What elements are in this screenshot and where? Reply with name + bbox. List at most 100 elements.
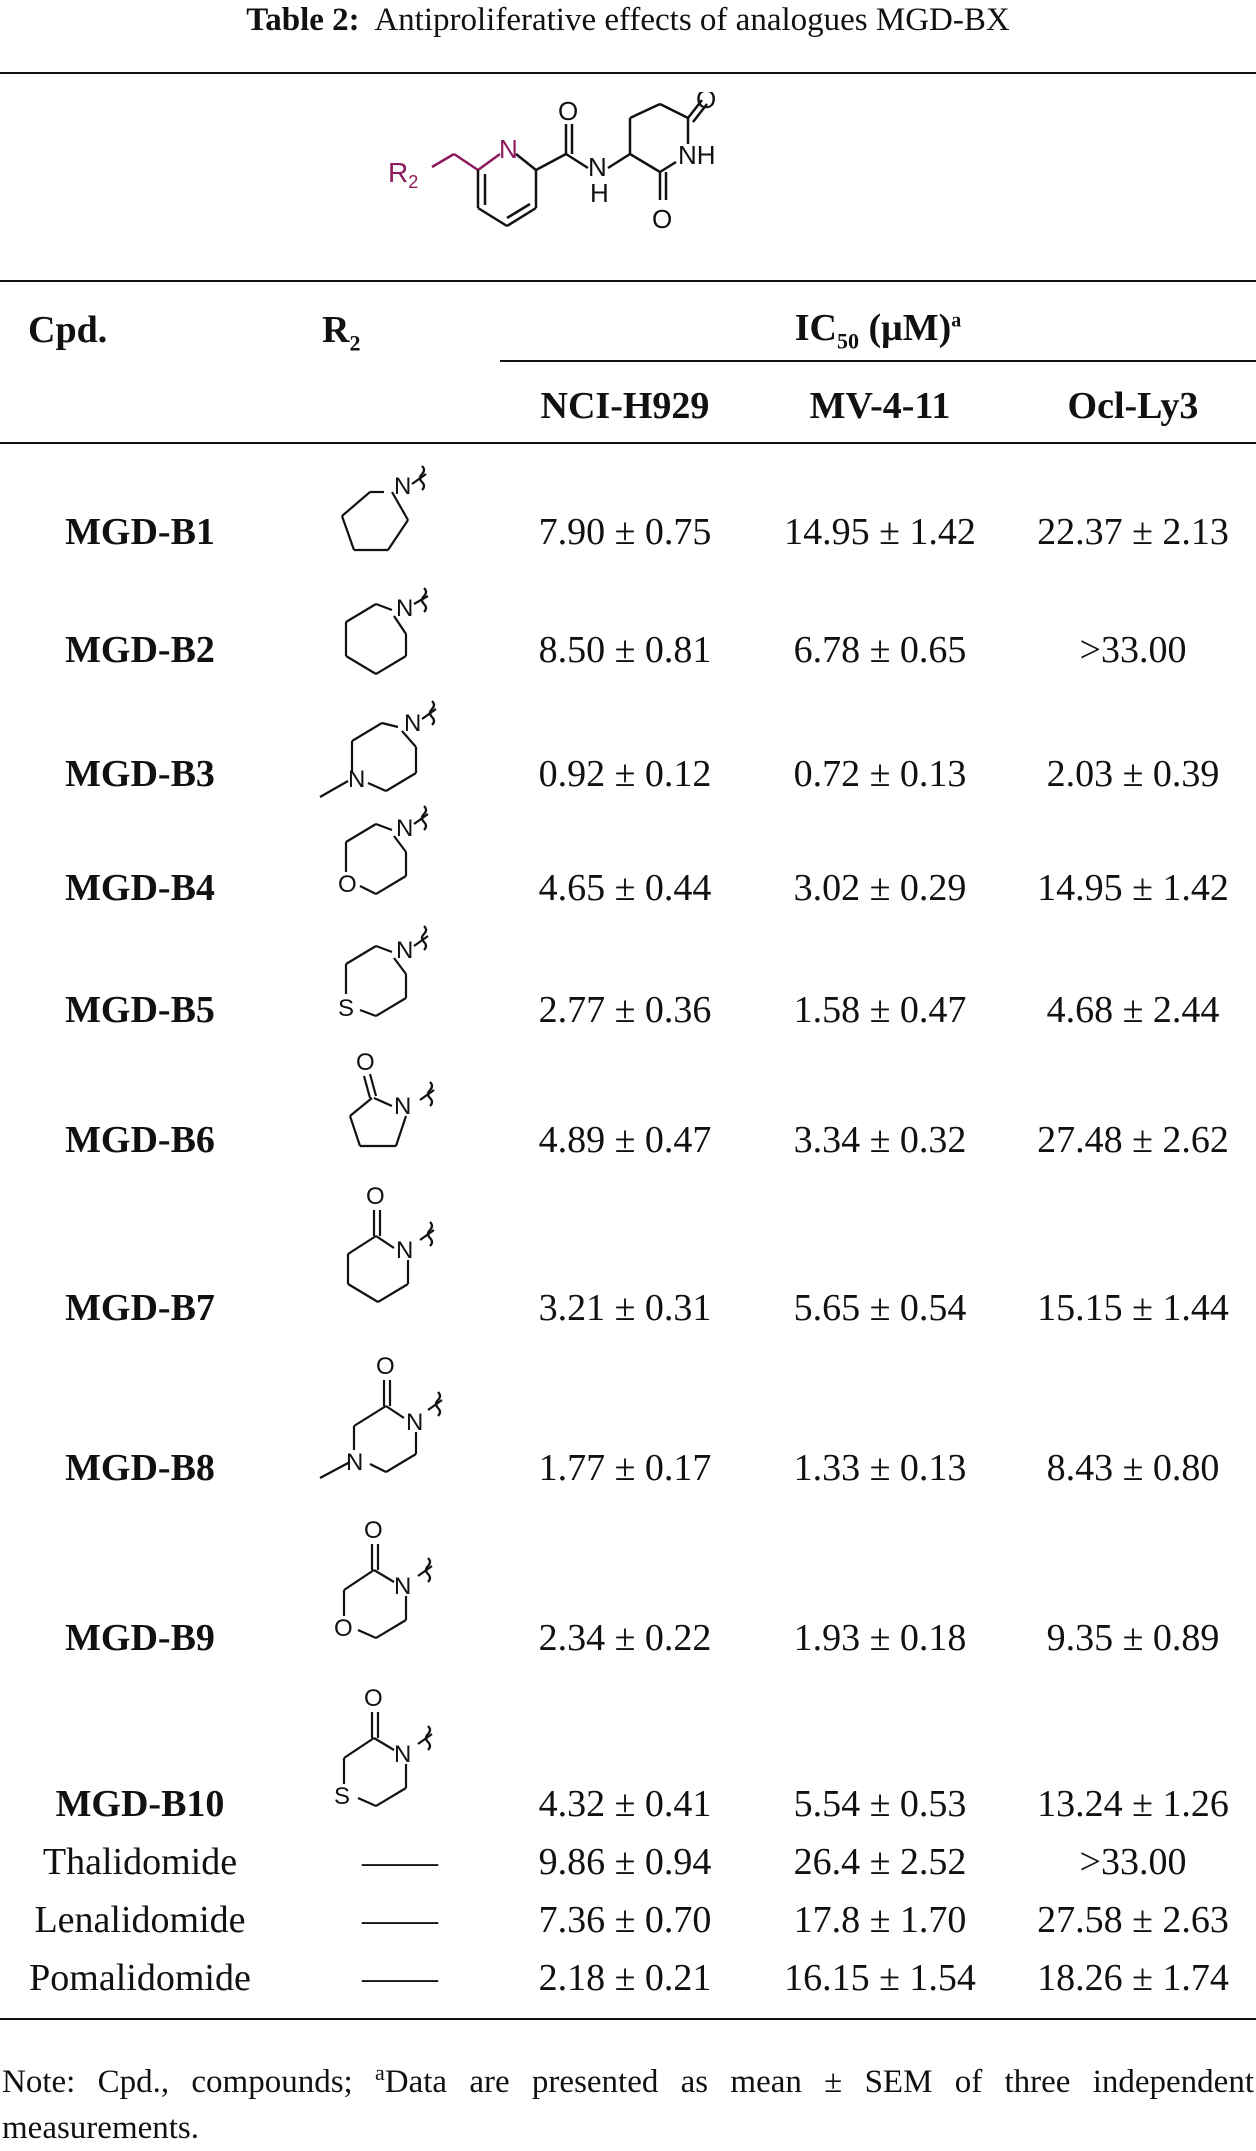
svg-text:O: O [364, 1685, 383, 1712]
row-ic50-value: 3.21 ± 0.31 [538, 1287, 712, 1329]
svg-text:O: O [376, 1353, 395, 1380]
row-ic50-value: 1.33 ± 0.13 [793, 1447, 967, 1489]
row-r2-dash: —— [362, 1957, 438, 1999]
ic50-underline [500, 360, 1256, 362]
caption-label: Table 2: [246, 2, 360, 38]
svg-text:N: N [394, 1093, 411, 1120]
row-compound-name: MGD-B2 [65, 629, 215, 671]
row-ic50-value: 8.43 ± 0.80 [1046, 1447, 1220, 1489]
r2-structure-mgd-b2: N [344, 587, 429, 675]
row-compound-name: Thalidomide [42, 1841, 238, 1883]
r2-structure-mgd-b7: O N [346, 1183, 435, 1303]
caption-text: Antiproliferative effects of analogues M… [374, 2, 1010, 38]
table-caption: Table 2: Antiproliferative effects of an… [0, 2, 1256, 39]
row-ic50-value: 1.93 ± 0.18 [793, 1617, 967, 1659]
r2-structure-mgd-b5: N S [338, 925, 429, 1022]
scaffold-amide-o: O [558, 96, 578, 126]
row-ic50-value: 4.68 ± 2.44 [1046, 989, 1220, 1031]
scaffold-rule [0, 280, 1256, 282]
svg-text:N: N [404, 710, 421, 737]
header-col-nci-h929: NCI-H929 [540, 385, 710, 427]
header-r2: R2 [322, 309, 361, 356]
svg-text:O: O [338, 871, 357, 898]
r2-structure-mgd-b8: O N N [319, 1353, 443, 1479]
row-ic50-value: 9.35 ± 0.89 [1046, 1617, 1220, 1659]
row-compound-name: MGD-B7 [65, 1287, 215, 1329]
r2-structure-mgd-b10: O N S [334, 1685, 433, 1810]
scaffold-imide-o-top: O [696, 92, 716, 114]
row-ic50-value: 2.34 ± 0.22 [538, 1617, 712, 1659]
row-ic50-value: 7.90 ± 0.75 [538, 511, 712, 553]
row-ic50-value: 5.54 ± 0.53 [793, 1783, 967, 1825]
svg-text:O: O [366, 1183, 385, 1210]
row-compound-name: MGD-B6 [65, 1119, 215, 1161]
row-ic50-value: 14.95 ± 1.42 [1037, 867, 1229, 909]
row-ic50-value: 1.77 ± 0.17 [538, 1447, 712, 1489]
row-ic50-value: 26.4 ± 2.52 [793, 1841, 967, 1883]
scaffold-amide-h: H [590, 178, 609, 208]
svg-text:N: N [394, 1741, 411, 1768]
scaffold-pyridine-n: N [499, 134, 518, 164]
header-col-ocl-ly3: Ocl-Ly3 [1067, 385, 1199, 427]
header-rule [0, 442, 1256, 444]
svg-text:N: N [406, 1409, 423, 1436]
scaffold-r2-label: R2 [388, 157, 418, 192]
svg-text:S: S [338, 995, 354, 1022]
row-ic50-value: 27.48 ± 2.62 [1037, 1119, 1229, 1161]
row-ic50-value: 3.34 ± 0.32 [793, 1119, 967, 1161]
row-ic50-value: 4.89 ± 0.47 [538, 1119, 712, 1161]
scaffold-structure: R2 N O N H O NH O [388, 92, 716, 234]
row-ic50-value: 4.32 ± 0.41 [538, 1783, 712, 1825]
row-ic50-value: 7.36 ± 0.70 [538, 1899, 712, 1941]
row-ic50-value: 4.65 ± 0.44 [538, 867, 712, 909]
row-ic50-value: 5.65 ± 0.54 [793, 1287, 967, 1329]
row-ic50-value: 2.77 ± 0.36 [538, 989, 712, 1031]
svg-text:S: S [334, 1783, 350, 1810]
row-ic50-value: 3.02 ± 0.29 [793, 867, 967, 909]
row-compound-name: MGD-B5 [65, 989, 215, 1031]
row-ic50-value: 16.15 ± 1.54 [784, 1957, 976, 1999]
row-ic50-value: 2.03 ± 0.39 [1046, 753, 1220, 795]
svg-text:N: N [394, 1573, 411, 1600]
row-ic50-value: 17.8 ± 1.70 [793, 1899, 967, 1941]
table-note: Note: Cpd., compounds; aData are present… [2, 2060, 1255, 2146]
row-ic50-value: 18.26 ± 1.74 [1037, 1957, 1229, 1999]
r2-structure-mgd-b4: N O [338, 805, 429, 898]
row-ic50-value: 8.50 ± 0.81 [538, 629, 712, 671]
r2-structure-mgd-b1: N [340, 465, 427, 552]
svg-text:N: N [396, 815, 413, 842]
svg-text:N: N [348, 766, 365, 793]
row-ic50-value: 27.58 ± 2.63 [1037, 1899, 1229, 1941]
bottom-rule [0, 2018, 1256, 2020]
header-ic50: IC50 (μM)a [794, 307, 962, 354]
svg-text:N: N [396, 937, 413, 964]
scaffold-imide-o-bottom: O [652, 204, 672, 234]
r2-structure-mgd-b3: N N [319, 700, 437, 798]
row-compound-name: MGD-B1 [65, 511, 215, 553]
row-ic50-value: >33.00 [1079, 1841, 1187, 1883]
row-ic50-value: 6.78 ± 0.65 [793, 629, 967, 671]
row-r2-dash: —— [362, 1899, 438, 1941]
r2-structure-mgd-b6: O N [348, 1049, 435, 1148]
row-compound-name: MGD-B3 [65, 753, 215, 795]
svg-text:N: N [346, 1449, 363, 1476]
row-ic50-value: 0.72 ± 0.13 [793, 753, 967, 795]
row-compound-name: MGD-B8 [65, 1447, 215, 1489]
scaffold-amide-n: N [588, 152, 607, 182]
row-ic50-value: 2.18 ± 0.21 [538, 1957, 712, 1999]
row-ic50-value: 22.37 ± 2.13 [1037, 511, 1229, 553]
row-ic50-value: 9.86 ± 0.94 [538, 1841, 712, 1883]
row-ic50-value: 13.24 ± 1.26 [1037, 1783, 1229, 1825]
svg-text:O: O [334, 1615, 353, 1642]
header-cpd: Cpd. [28, 309, 108, 351]
header-col-mv-4-11: MV-4-11 [809, 385, 951, 427]
svg-text:N: N [396, 595, 413, 622]
svg-text:O: O [364, 1517, 383, 1544]
row-ic50-value: 0.92 ± 0.12 [538, 753, 712, 795]
row-ic50-value: 14.95 ± 1.42 [784, 511, 976, 553]
row-r2-dash: —— [362, 1841, 438, 1883]
svg-text:N: N [394, 473, 411, 500]
top-rule [0, 72, 1256, 74]
row-compound-name: Lenalidomide [34, 1899, 246, 1941]
scaffold-imide-nh: NH [678, 140, 716, 170]
